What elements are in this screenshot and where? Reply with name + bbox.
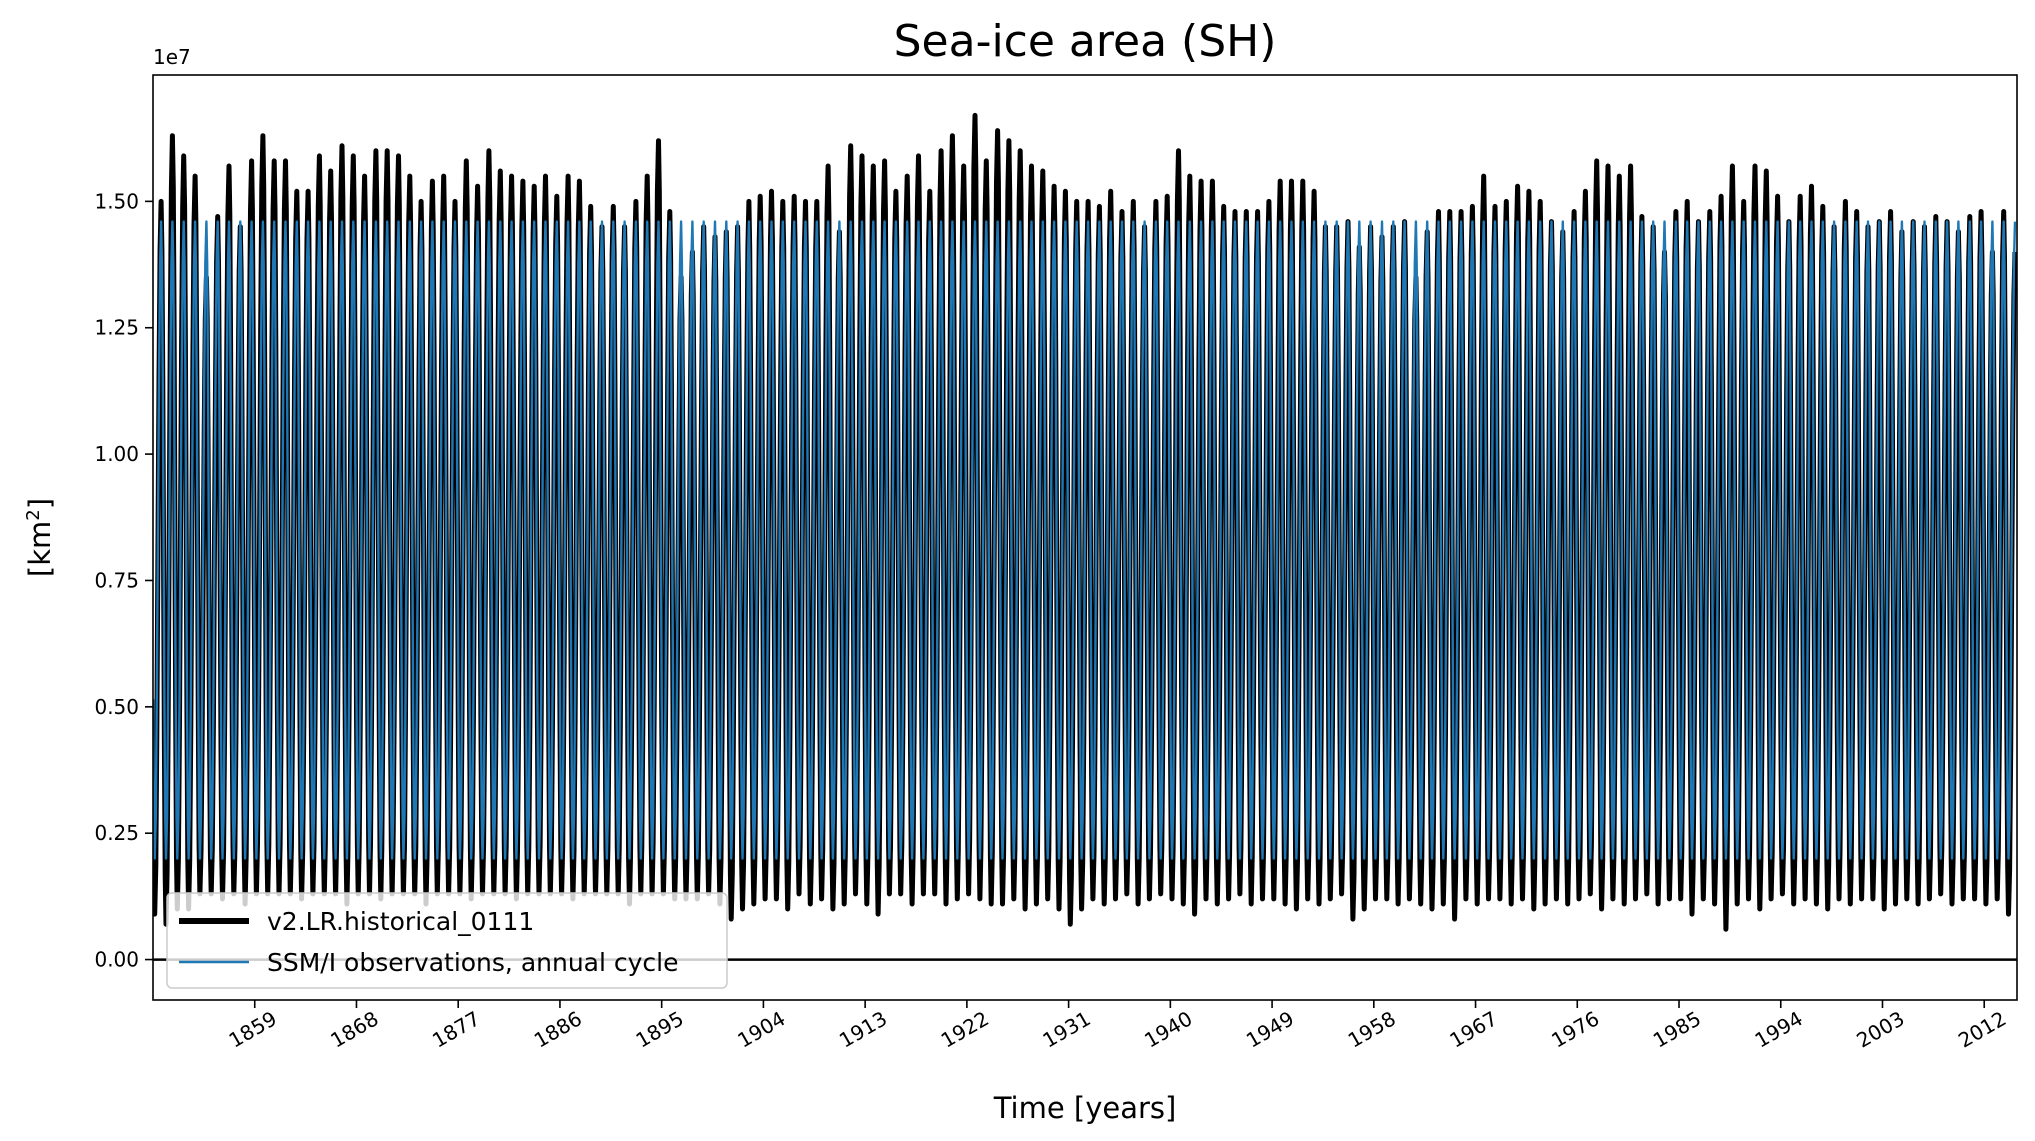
x-tick-label: 1940 [1140,1006,1196,1052]
x-tick-label: 1922 [937,1006,993,1052]
x-tick-label: 1931 [1039,1006,1095,1052]
y-tick-label: 0.50 [94,695,139,719]
y-axis-label-superscript: 2 [23,509,44,520]
chart-title: Sea-ice area (SH) [894,16,1277,67]
y-axis-label-suffix: ] [23,498,57,509]
y-tick-label: 1.50 [94,189,139,213]
x-axis-label: Time [years] [993,1091,1177,1125]
y-axis-label-prefix: [km [23,521,57,577]
y-tick-label: 0.00 [94,948,139,972]
plot-area [153,75,2017,1000]
legend-label-model: v2.LR.historical_0111 [267,907,534,936]
legend-label-observations: SSM/I observations, annual cycle [267,948,679,977]
legend: v2.LR.historical_0111 SSM/I observations… [167,893,727,988]
x-tick-label: 1949 [1242,1006,1298,1052]
x-tick-label: 1904 [733,1006,789,1052]
y-tick-label: 0.25 [94,821,139,845]
x-tick-label: 2012 [1954,1006,2010,1052]
y-offset-label: 1e7 [153,45,191,69]
x-axis: 1859 1868 1877 1886 1895 1904 1913 1922 1931 1940… [225,1000,2011,1053]
x-tick-label: 1976 [1547,1006,1603,1052]
x-tick-label: 1868 [326,1006,382,1052]
x-tick-label: 1958 [1344,1006,1400,1052]
x-tick-label: 1967 [1445,1006,1501,1052]
x-tick-label: 1895 [632,1006,688,1052]
y-tick-label: 0.75 [94,568,139,592]
y-axis: 0.00 0.25 0.50 0.75 1.00 1.25 1.50 [94,189,153,971]
x-tick-label: 1859 [225,1006,281,1052]
x-tick-label: 1886 [530,1006,586,1052]
y-tick-label: 1.00 [94,442,139,466]
y-tick-label: 1.25 [94,316,139,340]
x-tick-label: 1994 [1751,1006,1807,1052]
x-tick-label: 1877 [428,1006,484,1052]
y-axis-label: [km2] [23,498,57,577]
x-tick-label: 1985 [1649,1006,1705,1052]
x-tick-label: 1913 [835,1006,891,1052]
x-tick-label: 2003 [1852,1006,1908,1052]
